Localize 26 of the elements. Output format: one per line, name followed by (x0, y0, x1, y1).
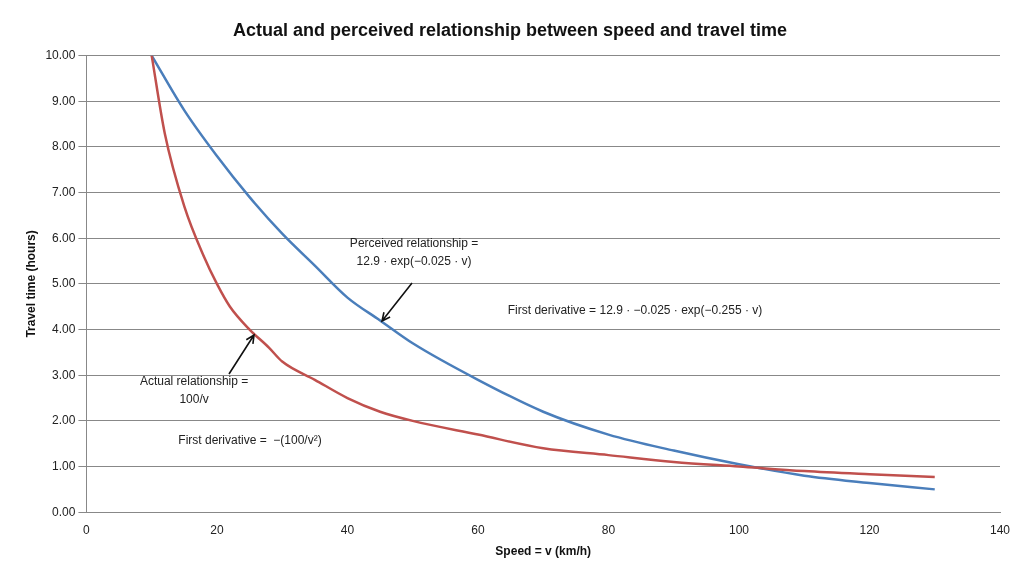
annotation: First derivative = −(100/v²) (178, 433, 322, 448)
y-tick-label: 7.00 (52, 184, 76, 199)
y-tick-label: 10.00 (45, 47, 76, 62)
x-tick-label: 80 (601, 522, 616, 537)
x-tick-label: 60 (471, 522, 485, 537)
x-tick-label: 20 (210, 522, 224, 537)
annotation: First derivative = 12.9 · −0.025 · exp(−0.255 · v) (507, 303, 763, 318)
y-axis-title: Travel time (hours) (23, 230, 38, 338)
y-tick-label: 1.00 (52, 458, 76, 473)
x-tick-label: 100 (728, 522, 750, 537)
x-tick-label: 120 (859, 522, 880, 537)
x-tick-label: 0 (83, 522, 91, 537)
y-tick-label: 5.00 (52, 276, 76, 291)
annotation: Perceived relationship = 12.9 · exp(−0.025 · v) (349, 236, 479, 269)
y-tick-label: 4.00 (52, 321, 76, 336)
y-tick-label: 6.00 (52, 230, 76, 245)
x-tick-label: 140 (989, 522, 1011, 537)
y-tick-label: 2.00 (52, 413, 76, 428)
chart-title: Actual and perceived relationship between speed and travel time (232, 19, 788, 40)
x-axis-title: Speed = v (km/h) (495, 544, 592, 559)
y-tick-label: 3.00 (52, 367, 76, 382)
y-tick-label: 0.00 (52, 504, 76, 519)
y-tick-label: 8.00 (52, 139, 76, 154)
annotation: Actual relationship = 100/v (139, 374, 249, 406)
y-tick-label: 9.00 (52, 93, 76, 108)
x-tick-label: 40 (340, 522, 355, 537)
